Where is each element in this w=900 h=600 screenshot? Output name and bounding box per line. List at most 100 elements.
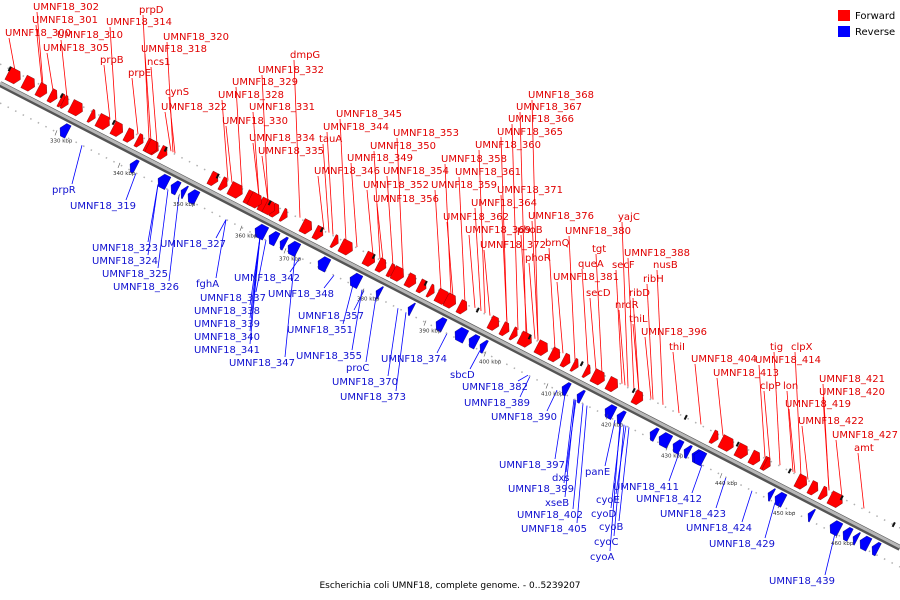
gene-arrow-forward [374, 257, 387, 273]
gene-label-reverse: UMNF18_399 [508, 484, 574, 495]
callout-line-forward [500, 136, 508, 325]
gene-arrow-forward [817, 485, 828, 501]
gene-arrow-forward [144, 138, 158, 155]
callout-line-forward [366, 189, 374, 256]
callout-line-forward [618, 309, 626, 386]
gene-arrow-reverse [871, 542, 882, 557]
callout-line-forward [164, 111, 172, 152]
gene-label-reverse: UMNF18_390 [491, 412, 557, 423]
gene-label-forward: UMNF18_300 [5, 28, 71, 39]
gene-label-forward: UMNF18_318 [141, 44, 207, 55]
kbp-tick-label: 370 kbp [279, 256, 302, 262]
gene-arrow-reverse [287, 240, 302, 257]
gene-arrow-forward [34, 82, 48, 98]
gene-arrow-reverse [59, 123, 72, 139]
callout-line-reverse [284, 255, 296, 358]
gene-label-forward: UMNF18_360 [475, 140, 541, 151]
callout-line-forward [646, 283, 654, 400]
callout-line-reverse [157, 189, 169, 269]
gene-label-forward: thiI [669, 342, 685, 353]
gene-label-forward: secF [612, 260, 635, 271]
kbp-tick-label: 360 kbp [235, 234, 258, 240]
gene-arrow-reverse [852, 532, 861, 546]
gene-arrow-forward [298, 218, 312, 235]
callout-line-forward [548, 247, 556, 350]
gene-arrow-reverse [767, 488, 776, 502]
callout-line-reverse [764, 502, 776, 539]
gene-label-forward: brnQ [545, 238, 570, 249]
gene-arrow-reverse [683, 445, 693, 459]
callout-line-reverse [365, 296, 377, 363]
gene-label-forward: UMNF18_365 [497, 127, 563, 138]
callout-line-forward [252, 111, 260, 197]
callout-line-forward [483, 249, 491, 316]
gene-label-forward: UMNF18_302 [33, 2, 99, 13]
gene-arrow-forward [329, 234, 339, 248]
callout-line-forward [478, 149, 486, 314]
gene-arrow-forward [246, 191, 262, 209]
kbp-tick-label: 400 kbp [479, 360, 502, 366]
feature-marker [579, 361, 584, 367]
gene-arrow-forward [122, 127, 135, 143]
callout-line-forward [763, 390, 771, 461]
gene-arrow-reverse [435, 317, 448, 333]
gene-arrow-forward [20, 74, 35, 92]
kbp-tick-label: 380 kbp [357, 297, 380, 303]
gene-label-forward: UMNF18_367 [516, 102, 582, 113]
callout-line-forward [694, 363, 702, 425]
gene-label-forward: UMNF18_422 [798, 416, 864, 427]
callout-line-forward [261, 155, 269, 202]
gene-label-reverse: cyoB [599, 522, 624, 533]
callout-line-forward [788, 408, 796, 473]
gene-label-forward: amt [854, 443, 874, 454]
tick-marks: 330 kbp 340 kbp 350 kbp 360 kbp 370 kbp 380 k… [50, 130, 854, 547]
callout-line-forward [221, 99, 229, 181]
gene-label-forward: UMNF18_358 [441, 154, 507, 165]
feature-marker [111, 119, 116, 126]
callout-lines [8, 11, 865, 576]
feature-marker [735, 441, 740, 447]
callout-line-reverse [168, 195, 180, 282]
gene-arrow-reverse [672, 439, 685, 455]
gene-arrow-forward [389, 265, 404, 282]
gene-label-reverse: sbcD [450, 370, 475, 381]
callout-line-forward [339, 118, 347, 242]
kbp-tick-mark [239, 225, 243, 231]
gene-arrow-forward [498, 321, 510, 337]
gene-arrow-forward [559, 352, 571, 368]
gene-label-reverse: UMNF18_405 [521, 524, 587, 535]
gene-label-reverse: cyoD [591, 509, 617, 520]
callout-line-reverse [604, 419, 616, 467]
gene-label-reverse: UMNF18_397 [499, 460, 565, 471]
gene-label-forward: secD [586, 288, 611, 299]
gene-label-forward: clpP [760, 381, 781, 392]
feature-marker [891, 521, 896, 528]
gene-label-forward: tig [770, 342, 783, 353]
callout-line-forward [672, 351, 680, 414]
gene-arrow-reverse [157, 173, 172, 190]
gene-label-forward: UMNF18_369 [465, 225, 531, 236]
gene-arrow-forward [826, 490, 843, 508]
gene-arrow-reverse [774, 491, 788, 508]
callout-line-reverse [215, 219, 227, 239]
kbp-tick-label: 450 kbp [773, 511, 796, 517]
gene-label-forward: UMNF18_344 [323, 122, 389, 133]
gene-label-forward: UMNF18_413 [713, 368, 779, 379]
callout-line-reverse [572, 403, 584, 510]
gene-arrow-forward [533, 339, 548, 356]
legend: Forward Reverse [838, 10, 895, 38]
gene-label-reverse: UMNF18_382 [462, 382, 528, 393]
callout-line-forward [434, 189, 442, 291]
callout-line-forward [656, 269, 664, 405]
gene-label-forward: UMNF18_368 [528, 90, 594, 101]
gene-arrow-reverse [254, 223, 270, 241]
gene-label-forward: UMNF18_322 [161, 102, 227, 113]
callout-line-forward [252, 142, 260, 197]
gene-arrow-forward [516, 330, 532, 348]
backbone-line [0, 81, 900, 549]
gene-label-reverse: UMNF18_412 [636, 494, 702, 505]
callout-line-forward [474, 207, 482, 312]
callout-line-reverse [323, 274, 335, 289]
gene-label-reverse: UMNF18_323 [92, 243, 158, 254]
